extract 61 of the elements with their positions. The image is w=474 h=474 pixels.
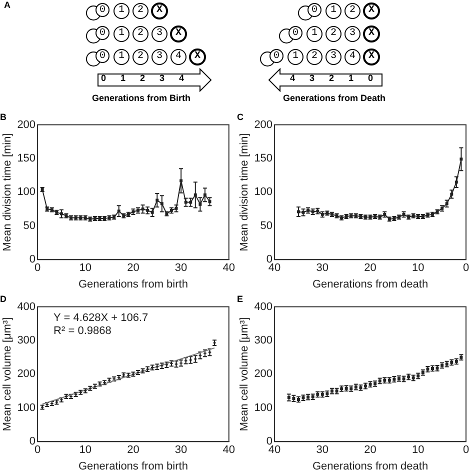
y-axis-title: Mean cell volume [μm³]: [2, 317, 14, 432]
x-tick-label: 0: [462, 262, 470, 274]
y-tick-label: 150: [254, 152, 273, 165]
text: A: [4, 0, 10, 10]
x-axis-title: Generations from birth: [78, 278, 188, 290]
x-tick-label: 20: [127, 444, 140, 456]
x-tick-label: 30: [316, 262, 329, 274]
chart-title: C: [237, 112, 244, 122]
x-tick-label: 30: [174, 444, 188, 456]
y-tick-label: 0: [29, 436, 36, 448]
x-tick-label: 30: [174, 262, 188, 274]
y-tick-label: 0: [29, 254, 36, 266]
text: 0 1 2 3 X: [292, 28, 378, 40]
text: 0 1 2 3 X: [100, 28, 186, 40]
chart-title: B: [0, 112, 7, 122]
x-axis-title: Generations from death: [312, 460, 428, 472]
y-tick-label: 200: [254, 118, 273, 131]
x-tick-label: 40: [222, 444, 236, 456]
x-tick-label: 10: [79, 444, 92, 456]
y-tick-label: 400: [254, 300, 273, 313]
x-tick-label: 40: [268, 444, 281, 456]
y-axis-title: Mean cell volume [μm³]: [238, 317, 251, 432]
x-tick-label: 20: [364, 262, 376, 274]
x-tick-label: 10: [412, 262, 424, 274]
y-tick-label: 50: [260, 220, 273, 232]
text: 0 1 2 3 4: [101, 73, 184, 83]
x-tick-label: 40: [268, 262, 281, 274]
y-tick-label: 100: [254, 186, 273, 198]
text: 4 3 2 1 0: [290, 73, 374, 83]
y-tick-label: 300: [254, 334, 273, 347]
x-axis-title: Generations from birth: [78, 460, 188, 472]
text: 0 1 2 3 4 X: [274, 51, 378, 63]
y-tick-label: 100: [17, 402, 36, 414]
y-tick-label: 200: [17, 118, 36, 131]
y-tick-label: 100: [17, 186, 36, 198]
x-tick-label: 30: [316, 444, 329, 456]
y-axis-title: Mean division time [min]: [2, 133, 14, 252]
x-tick-label: 10: [79, 262, 92, 274]
chart-title: E: [237, 294, 244, 304]
x-axis-title: Generations from death: [312, 278, 428, 290]
y-tick-label: 400: [17, 300, 36, 313]
chart-title: D: [0, 294, 7, 304]
x-tick-label: 10: [412, 444, 424, 456]
text: 0 1 2 3 4 X: [100, 51, 204, 63]
y-tick-label: 150: [17, 152, 36, 165]
x-tick-label: 20: [364, 444, 376, 456]
y-tick-label: 100: [254, 402, 273, 414]
text: Generations from Death: [283, 93, 386, 103]
y-tick-label: 300: [17, 334, 36, 347]
text: Generations from Birth: [92, 93, 191, 103]
y-tick-label: 200: [17, 368, 36, 380]
x-tick-label: 20: [127, 262, 140, 274]
text: 0 1 2 X: [312, 5, 378, 17]
y-axis-title: Mean division time [min]: [238, 133, 251, 252]
text: 0 1 2 X: [100, 5, 166, 17]
x-tick-label: 0: [462, 444, 470, 456]
annotation: Y = 4.628X + 106.7: [54, 312, 148, 324]
y-tick-label: 200: [254, 368, 273, 380]
x-tick-label: 40: [222, 262, 236, 274]
y-tick-label: 50: [23, 220, 36, 232]
annotation: R² = 0.9868: [54, 324, 112, 337]
